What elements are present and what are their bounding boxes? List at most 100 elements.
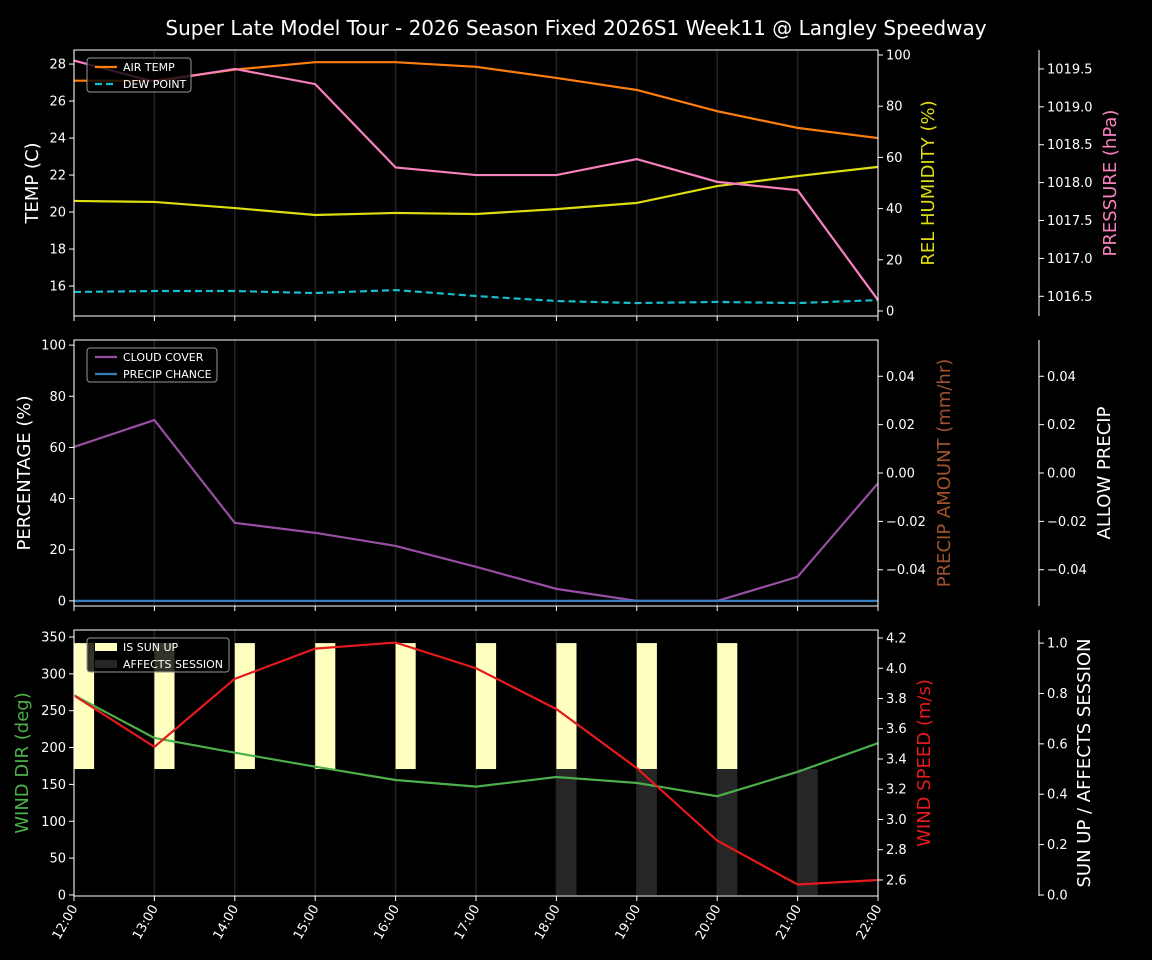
axis-label-wdir: WIND DIR (deg) — [12, 692, 33, 834]
x-tick-label: 14:00 — [211, 903, 243, 943]
legend-swatch — [95, 660, 117, 668]
bar-is-sun-up — [636, 643, 657, 770]
tick-label: 20 — [49, 206, 66, 221]
tick-label: 1019.5 — [1047, 62, 1093, 77]
tick-label: 0 — [58, 888, 66, 903]
tick-label: −0.04 — [1047, 563, 1087, 578]
tick-label: 3.4 — [886, 752, 907, 767]
tick-label: 20 — [49, 543, 66, 558]
tick-label: 0.0 — [1047, 888, 1068, 903]
series-line-hum — [73, 165, 879, 217]
tick-label: 1.0 — [1047, 637, 1068, 652]
tick-label: 28 — [49, 58, 66, 73]
tick-label: 80 — [886, 100, 903, 115]
tick-label: 80 — [49, 390, 66, 405]
x-tick-label: 16:00 — [371, 903, 403, 943]
tick-label: 1017.0 — [1047, 252, 1093, 267]
legend-entry: PRECIP CHANCE — [123, 368, 212, 381]
legend-entry: DEW POINT — [123, 78, 187, 91]
axis-label-temp: TEMP (C) — [22, 142, 43, 224]
bar-is-sun-up — [717, 643, 738, 770]
chart-title: Super Late Model Tour - 2026 Season Fixe… — [165, 16, 986, 40]
axis-label-sun: SUN UP / AFFECTS SESSION — [1074, 638, 1095, 887]
legend: AIR TEMP DEW POINT — [86, 57, 192, 93]
axis-label-pct: PERCENTAGE (%) — [14, 395, 35, 550]
x-tick-label: 18:00 — [532, 903, 564, 943]
tick-label: 3.0 — [886, 813, 907, 828]
legend-entry: CLOUD COVER — [123, 351, 204, 364]
axis-label-pamt: PRECIP AMOUNT (mm/hr) — [934, 359, 955, 588]
legend-entry: AIR TEMP — [123, 61, 175, 74]
tick-label: 350 — [41, 631, 66, 646]
bar-is-sun-up — [315, 643, 336, 770]
bar-affects-session — [556, 769, 577, 895]
x-tick-label: 20:00 — [693, 903, 725, 943]
panel-3: 0 50 100 150 200 250 300 350 WIND DIR (deg) 2.6 2.… — [12, 629, 1095, 943]
panel-1: 16 18 20 22 24 26 28 TEMP (C) 0 20 40 60 80 100 REL HU… — [22, 48, 1121, 321]
tick-label: −0.04 — [886, 563, 926, 578]
legend-swatch — [95, 643, 117, 651]
tick-label: 20 — [886, 253, 903, 268]
x-tick-label: 19:00 — [613, 903, 645, 943]
tick-label: 100 — [41, 339, 66, 354]
tick-label: 4.0 — [886, 662, 907, 677]
tick-label: 26 — [49, 95, 66, 110]
legend-entry: IS SUN UP — [123, 641, 179, 654]
axis-label-wspd: WIND SPEED (m/s) — [914, 679, 935, 847]
axis-label-allow: ALLOW PRECIP — [1094, 406, 1115, 539]
x-tick-label: 13:00 — [130, 903, 162, 943]
tick-label: 40 — [49, 492, 66, 507]
tick-label: 1018.0 — [1047, 176, 1093, 191]
x-tick-label: 15:00 — [291, 903, 323, 943]
x-tick-label: 12:00 — [50, 903, 82, 943]
bar-is-sun-up — [556, 643, 577, 770]
tick-label: 150 — [41, 778, 66, 793]
tick-label: 0.8 — [1047, 687, 1068, 702]
tick-label: 3.8 — [886, 692, 907, 707]
tick-label: 1016.5 — [1047, 290, 1093, 305]
tick-label: 1019.0 — [1047, 100, 1093, 115]
tick-label: 1018.5 — [1047, 138, 1093, 153]
series-line-dew-point — [73, 289, 879, 305]
series-line-wdir — [73, 694, 879, 798]
tick-label: 3.2 — [886, 783, 907, 798]
tick-label: 2.8 — [886, 843, 907, 858]
tick-label: 0.6 — [1047, 737, 1068, 752]
tick-label: 18 — [49, 243, 66, 258]
tick-label: 24 — [49, 132, 66, 147]
series-line-cloud-cover — [73, 418, 879, 602]
bar-is-sun-up — [154, 643, 175, 770]
tick-label: 0.04 — [886, 370, 915, 385]
tick-label: 16 — [49, 280, 66, 295]
bar-is-sun-up — [395, 643, 416, 770]
axis-label-hum: REL HUMIDITY (%) — [918, 100, 939, 265]
bar-affects-session — [797, 769, 818, 895]
legend: IS SUN UP AFFECTS SESSION — [86, 637, 230, 673]
axis-label-pres: PRESSURE (hPa) — [1100, 110, 1121, 257]
x-tick-label: 21:00 — [773, 903, 805, 943]
bar-affects-session — [717, 769, 738, 895]
x-tick-label: 17:00 — [452, 903, 484, 943]
tick-label: 0.02 — [886, 418, 915, 433]
tick-label: 0.4 — [1047, 788, 1068, 803]
bar-affects-session — [636, 769, 657, 895]
tick-label: −0.02 — [1047, 515, 1087, 530]
tick-label: 0 — [886, 305, 894, 320]
legend-entry: AFFECTS SESSION — [123, 658, 223, 671]
tick-label: 50 — [49, 852, 66, 867]
tick-label: 0 — [58, 594, 66, 609]
tick-label: 250 — [41, 704, 66, 719]
tick-label: 0.00 — [886, 467, 915, 482]
tick-label: 40 — [886, 202, 903, 217]
tick-label: 60 — [886, 151, 903, 166]
tick-label: 100 — [41, 815, 66, 830]
tick-label: 300 — [41, 667, 66, 682]
tick-label: 4.2 — [886, 632, 907, 647]
tick-label: 0.04 — [1047, 370, 1076, 385]
bar-is-sun-up — [234, 643, 255, 770]
tick-label: 1017.5 — [1047, 214, 1093, 229]
series-line-wspd — [73, 641, 879, 886]
panel-2: 0 20 40 60 80 100 PERCENTAGE (%) −0.04 −0.02 0.00… — [14, 339, 1115, 611]
bar-is-sun-up — [476, 643, 497, 770]
